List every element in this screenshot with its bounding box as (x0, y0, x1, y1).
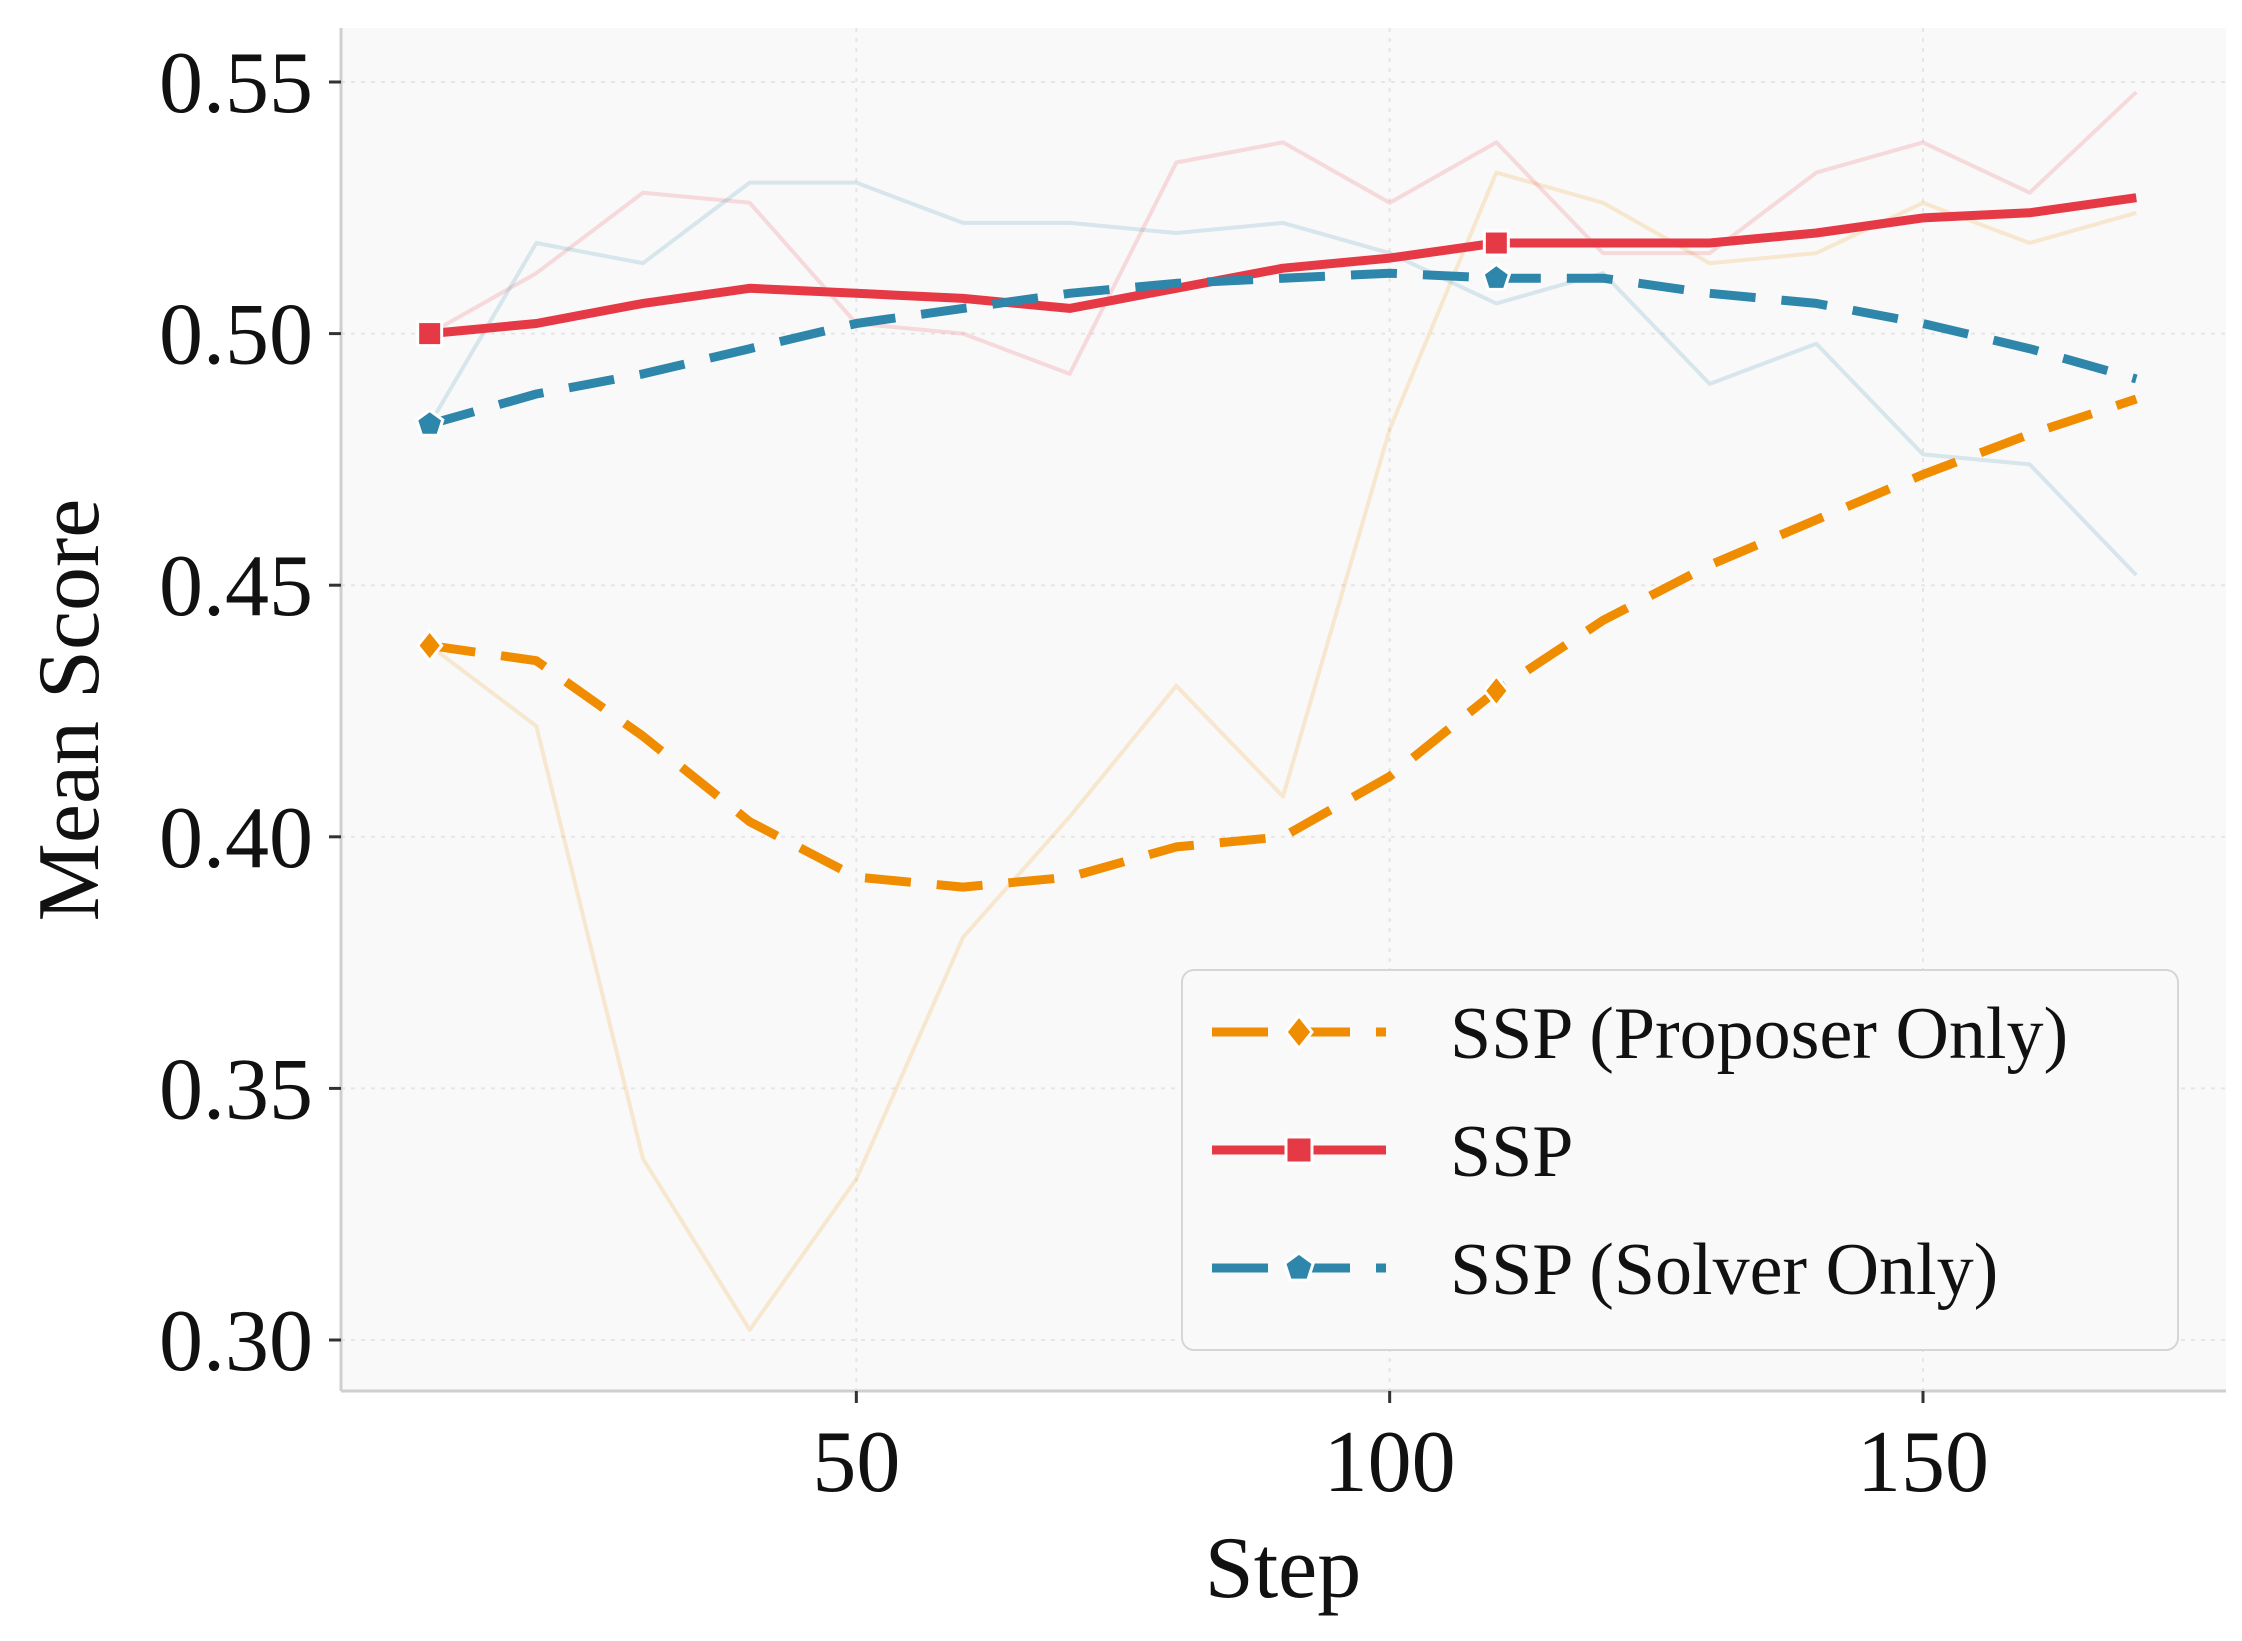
y-tick-label: 0.55 (159, 35, 313, 132)
x-tick-label: 50 (812, 1414, 900, 1511)
legend: SSP (Proposer Only) SSP SSP (Solver Only) (1181, 969, 2179, 1351)
tick-group: 0.30 0.35 0.40 0.45 0.50 0.55 50 100 150 (159, 35, 1989, 1511)
marker-group (414, 229, 1512, 709)
marker-ssp-solver-only (414, 408, 445, 437)
legend-marker-ssp-solver-only (1283, 1251, 1315, 1282)
y-tick-label: 0.30 (159, 1293, 313, 1390)
marker-ssp-solver-only (1481, 262, 1512, 291)
marker-ssp-proposer-only (1482, 673, 1511, 709)
raw-series-group (427, 90, 2138, 1332)
legend-marker-ssp-proposer-only (1284, 1013, 1314, 1051)
smoothed-line-ssp-proposer-only (429, 394, 2138, 892)
x-tick-label: 150 (1857, 1414, 1989, 1511)
y-axis-title: Mean Score (21, 499, 118, 922)
marker-ssp (416, 320, 444, 348)
legend-label-ssp: SSP (1450, 1111, 1573, 1193)
smoothed-line-ssp (429, 193, 2137, 339)
raw-line-ssp (428, 90, 2138, 376)
y-tick-label: 0.40 (159, 790, 313, 887)
marker-ssp (1482, 229, 1510, 257)
legend-label-ssp-solver-only: SSP (Solver Only) (1450, 1229, 1998, 1311)
y-tick-label: 0.50 (159, 287, 313, 384)
axes (339, 28, 2226, 1393)
x-axis-title: Step (1205, 1520, 1361, 1617)
x-tick-label: 100 (1324, 1414, 1456, 1511)
raw-line-ssp-solver-only (427, 180, 2138, 577)
raw-line-ssp-proposer-only (428, 170, 2137, 1332)
smoothed-line-ssp-solver-only (428, 268, 2138, 429)
legend-box (1181, 969, 2179, 1351)
y-tick-label: 0.45 (159, 538, 313, 635)
marker-ssp-proposer-only (415, 628, 444, 663)
y-tick-label: 0.35 (159, 1041, 313, 1138)
legend-marker-ssp (1284, 1135, 1314, 1165)
smoothed-series-group (428, 193, 2138, 892)
legend-label-ssp-proposer-only: SSP (Proposer Only) (1450, 993, 2068, 1075)
